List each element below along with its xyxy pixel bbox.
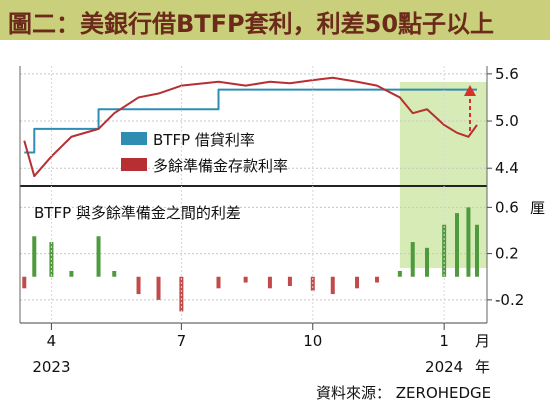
legend-label-btfp: BTFP 借貸利率 [153, 131, 255, 149]
year-unit-label: 年 [475, 358, 490, 376]
x-tick-label: 7 [177, 332, 187, 350]
y-tick-label-bottom: -0.2 [495, 291, 524, 309]
y-unit-label: 厘 [528, 200, 546, 215]
month-unit-label: 月 [475, 332, 490, 350]
legend-swatch-btfp [121, 132, 147, 145]
legend-swatch-deposit [121, 158, 147, 171]
chart-title: 圖二：美銀行借BTFP套利，利差50點子以上 [8, 10, 495, 38]
chart-svg: 4 7 10 1 2023 2024 4.4 5.0 5.6 -0.2 0.2 0.6 BTFP 借… [19, 65, 546, 376]
x-axis-ticks: 4 7 10 1 2023 2024 [32, 66, 463, 376]
y-tick-label-top: 4.4 [495, 159, 519, 177]
title-bar: 圖二：美銀行借BTFP套利，利差50點子以上 [0, 0, 550, 40]
rate-lines [23, 76, 478, 178]
y-tick-label-bottom: 0.6 [495, 198, 519, 216]
source-note: 資料來源： ZEROHEDGE [316, 384, 492, 402]
legend: BTFP 借貸利率 多餘準備金存款利率 [121, 131, 288, 175]
y-axis-ticks: 4.4 5.0 5.6 -0.2 0.2 0.6 [487, 65, 524, 309]
year-label: 2023 [32, 358, 70, 376]
year-label: 2024 [425, 358, 463, 376]
legend-label-deposit: 多餘準備金存款利率 [153, 157, 288, 175]
y-tick-label-top: 5.0 [495, 112, 519, 130]
x-tick-label: 4 [47, 332, 57, 350]
gap-arrow [464, 85, 476, 131]
y-tick-label-top: 5.6 [495, 65, 519, 83]
x-tick-label: 1 [439, 332, 449, 350]
highlight-top [399, 82, 487, 186]
y-tick-label-bottom: 0.2 [495, 245, 519, 263]
spread-panel-title: BTFP 與多餘準備金之間的利差 [34, 204, 241, 222]
x-tick-label: 10 [303, 332, 322, 350]
deposit-rate-line [23, 76, 478, 178]
btfp-rate-line [24, 88, 478, 154]
